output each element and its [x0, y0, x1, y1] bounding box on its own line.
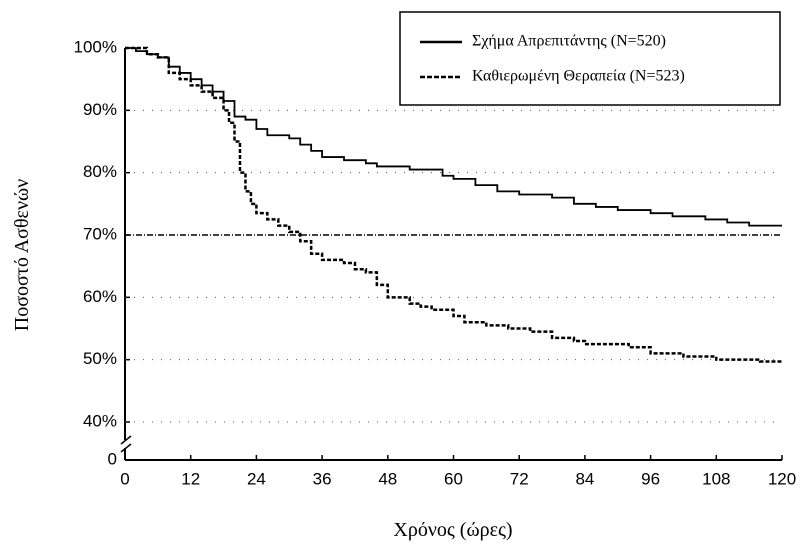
axis-break	[120, 435, 132, 445]
y-axis-label: Ποσοστό Ασθενών	[11, 179, 33, 331]
x-tick-label: 24	[247, 469, 266, 488]
legend-label: Καθιερωμένη Θεραπεία (N=523)	[472, 68, 685, 85]
y-tick-label: 80%	[83, 162, 117, 181]
x-tick-label: 120	[768, 469, 796, 488]
x-tick-label: 108	[702, 469, 730, 488]
x-tick-label: 96	[641, 469, 660, 488]
x-tick-label: 12	[181, 469, 200, 488]
y-tick-label: 0	[108, 449, 117, 468]
x-axis-label: Χρόνος (ώρες)	[393, 519, 512, 541]
y-tick-label: 40%	[83, 411, 117, 430]
y-tick-label: 60%	[83, 287, 117, 306]
axis-break	[120, 443, 132, 453]
y-tick-label: 100%	[74, 37, 117, 56]
x-tick-label: 36	[313, 469, 332, 488]
y-tick-label: 50%	[83, 349, 117, 368]
y-tick-label: 70%	[83, 224, 117, 243]
x-tick-label: 60	[444, 469, 463, 488]
x-tick-label: 48	[378, 469, 397, 488]
legend-box	[399, 11, 781, 106]
x-tick-label: 72	[510, 469, 529, 488]
series-line	[125, 46, 782, 363]
x-tick-label: 84	[575, 469, 594, 488]
x-tick-label: 0	[120, 469, 129, 488]
legend-label: Σχήμα Απρεπιτάντης (N=520)	[472, 33, 666, 50]
y-tick-label: 90%	[83, 100, 117, 119]
